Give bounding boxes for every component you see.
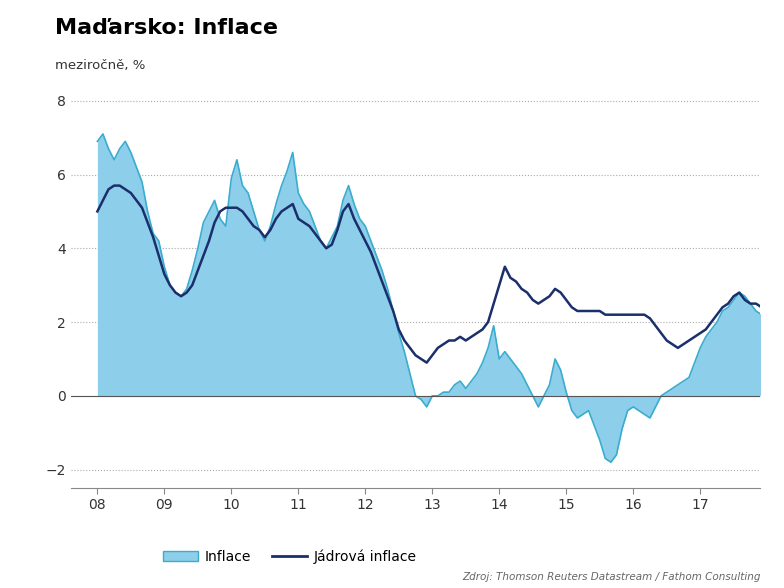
Text: Zdroj: Thomson Reuters Datastream / Fathom Consulting: Zdroj: Thomson Reuters Datastream / Fath… (462, 572, 760, 582)
Legend: Inflace, Jádrová inflace: Inflace, Jádrová inflace (158, 544, 423, 569)
Text: Maďarsko: Inflace: Maďarsko: Inflace (55, 18, 278, 38)
Text: meziročně, %: meziročně, % (55, 59, 145, 72)
